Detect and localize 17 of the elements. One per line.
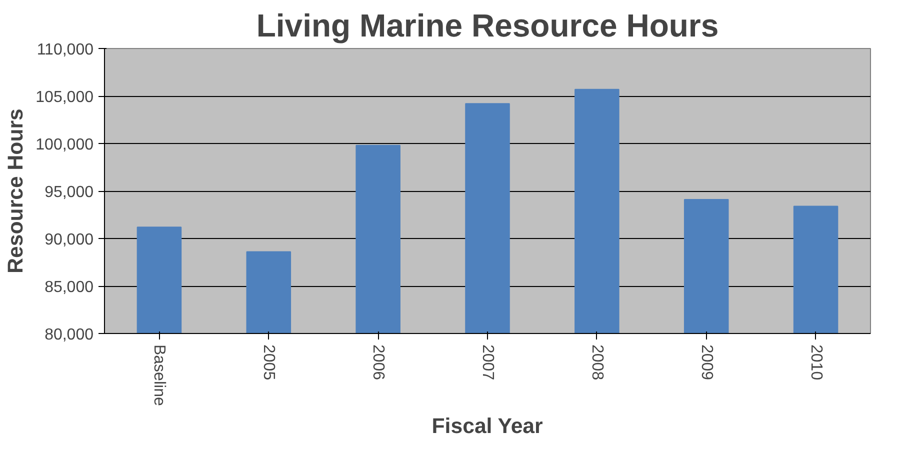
y-tick-label: 85,000 (44, 279, 94, 296)
x-tick-label: 2009 (698, 344, 715, 380)
x-tick-label: 2006 (370, 344, 387, 380)
chart-title: Living Marine Resource Hours (256, 8, 719, 44)
y-tick-label: 105,000 (36, 89, 94, 106)
x-tick-label: 2005 (260, 344, 278, 380)
x-tick-label: Baseline (150, 344, 168, 406)
x-axis-title: Fiscal Year (432, 414, 543, 438)
y-tick-label: 80,000 (44, 326, 94, 344)
y-tick-label: 110,000 (36, 42, 94, 58)
x-tick-label: 2008 (588, 344, 606, 380)
y-tick-label: 100,000 (36, 136, 94, 154)
y-axis-title: Resource Hours (4, 108, 28, 274)
x-tick-label: 2010 (807, 344, 824, 380)
y-tick-label: 90,000 (44, 232, 94, 248)
x-tick-label: 2007 (479, 344, 496, 380)
y-tick-label: 95,000 (44, 184, 94, 201)
